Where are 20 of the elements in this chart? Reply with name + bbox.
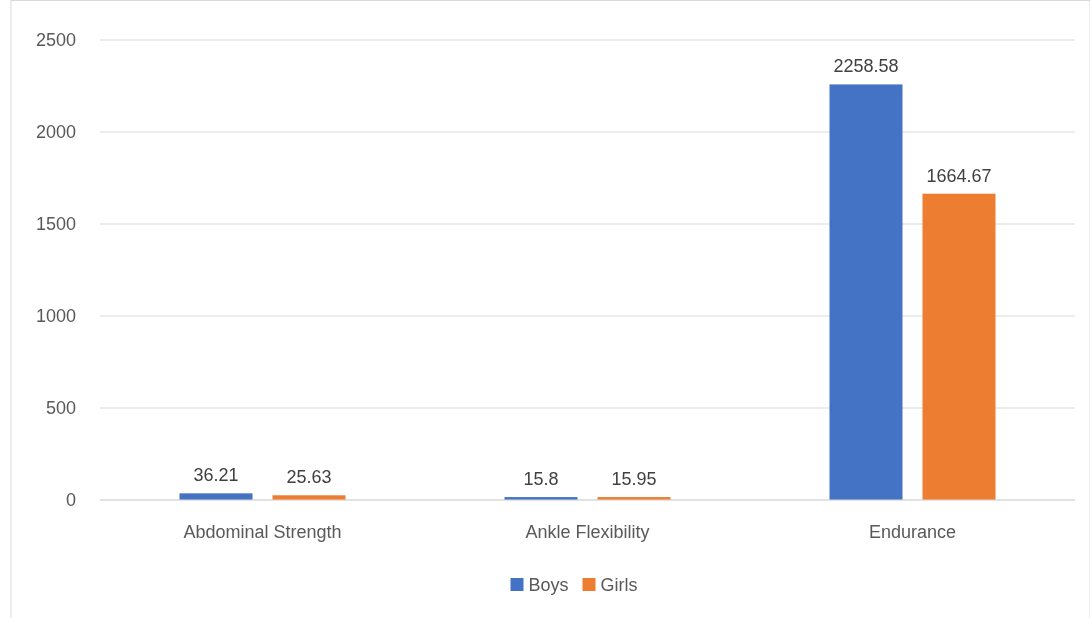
y-tick-label: 500 — [45, 398, 76, 419]
x-tick-label: Ankle Flexibility — [525, 522, 650, 542]
y-tick-label: 1000 — [35, 306, 76, 327]
data-label: 15.95 — [611, 469, 657, 490]
x-tick-label: Endurance — [868, 522, 957, 542]
data-label: 15.8 — [523, 469, 559, 490]
data-label: 25.63 — [286, 467, 332, 488]
data-label: 36.21 — [193, 465, 239, 486]
bar — [829, 84, 903, 500]
legend-label: Girls — [600, 575, 638, 596]
data-label: 1664.67 — [926, 165, 992, 186]
legend-label: Boys — [528, 575, 569, 596]
bar — [179, 493, 253, 500]
x-tick-label: Abdominal Strength — [183, 522, 342, 542]
y-tick-label: 2000 — [35, 122, 76, 143]
y-tick-label: 2500 — [35, 30, 76, 51]
y-tick-label: 1500 — [35, 214, 76, 235]
y-tick-label: 0 — [65, 490, 76, 511]
bar — [922, 193, 996, 500]
data-label: 2258.58 — [833, 56, 899, 77]
